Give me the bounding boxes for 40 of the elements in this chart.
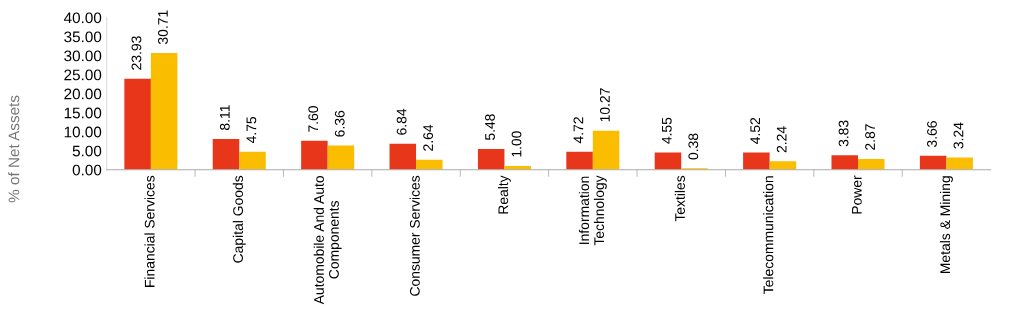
data-label: 3.66 <box>927 121 937 148</box>
x-tick-label: Realty <box>497 175 511 214</box>
data-label: 3.24 <box>953 122 964 149</box>
y-tick-label: 40.00 <box>63 12 102 24</box>
data-label: 0.38 <box>688 133 699 160</box>
data-label: 6.84 <box>396 108 407 135</box>
x-tick-label: Metals & Mining <box>939 176 953 274</box>
y-tick-label: 35.00 <box>64 31 102 43</box>
x-tick-label: Textiles <box>674 175 685 222</box>
data-label: 2.24 <box>776 126 787 153</box>
data-label: 4.72 <box>573 117 584 144</box>
y-tick-label: 25.00 <box>64 69 102 81</box>
data-label: 7.60 <box>308 106 319 132</box>
data-label: 4.55 <box>662 117 672 144</box>
y-tick-label: 5.00 <box>72 145 102 157</box>
data-label: 10.27 <box>599 88 610 122</box>
x-tick-label: Consumer Services <box>409 175 420 296</box>
x-tick-label: Power <box>852 175 862 214</box>
data-label: 4.52 <box>750 117 761 144</box>
x-tick-label: Automobile And Auto Components <box>313 175 342 305</box>
data-label: 5.48 <box>485 114 495 141</box>
data-label: 8.11 <box>219 105 230 130</box>
y-tick-label: 30.00 <box>64 50 102 62</box>
x-tick-label: Financial Services <box>144 175 155 287</box>
y-tick-label: 20.00 <box>64 88 102 100</box>
y-tick-label: 10.00 <box>64 126 102 138</box>
x-tick-label: Telecommunication <box>763 176 774 294</box>
data-label: 4.75 <box>246 116 257 144</box>
data-label: 2.64 <box>423 124 434 151</box>
y-tick-label: 15.00 <box>64 107 102 119</box>
data-label: 30.71 <box>158 10 168 45</box>
data-label: 6.36 <box>334 110 345 137</box>
data-label: 23.93 <box>131 36 142 70</box>
data-label: 2.87 <box>865 124 875 150</box>
data-label: 3.83 <box>838 120 849 147</box>
y-tick-label: 0.00 <box>72 164 102 176</box>
x-tick-label: Information Technology <box>578 175 607 246</box>
x-tick-label: Capital Goods <box>232 175 246 263</box>
y-axis-title: % of Net Assets <box>8 95 20 203</box>
data-label: 1.00 <box>511 131 522 157</box>
